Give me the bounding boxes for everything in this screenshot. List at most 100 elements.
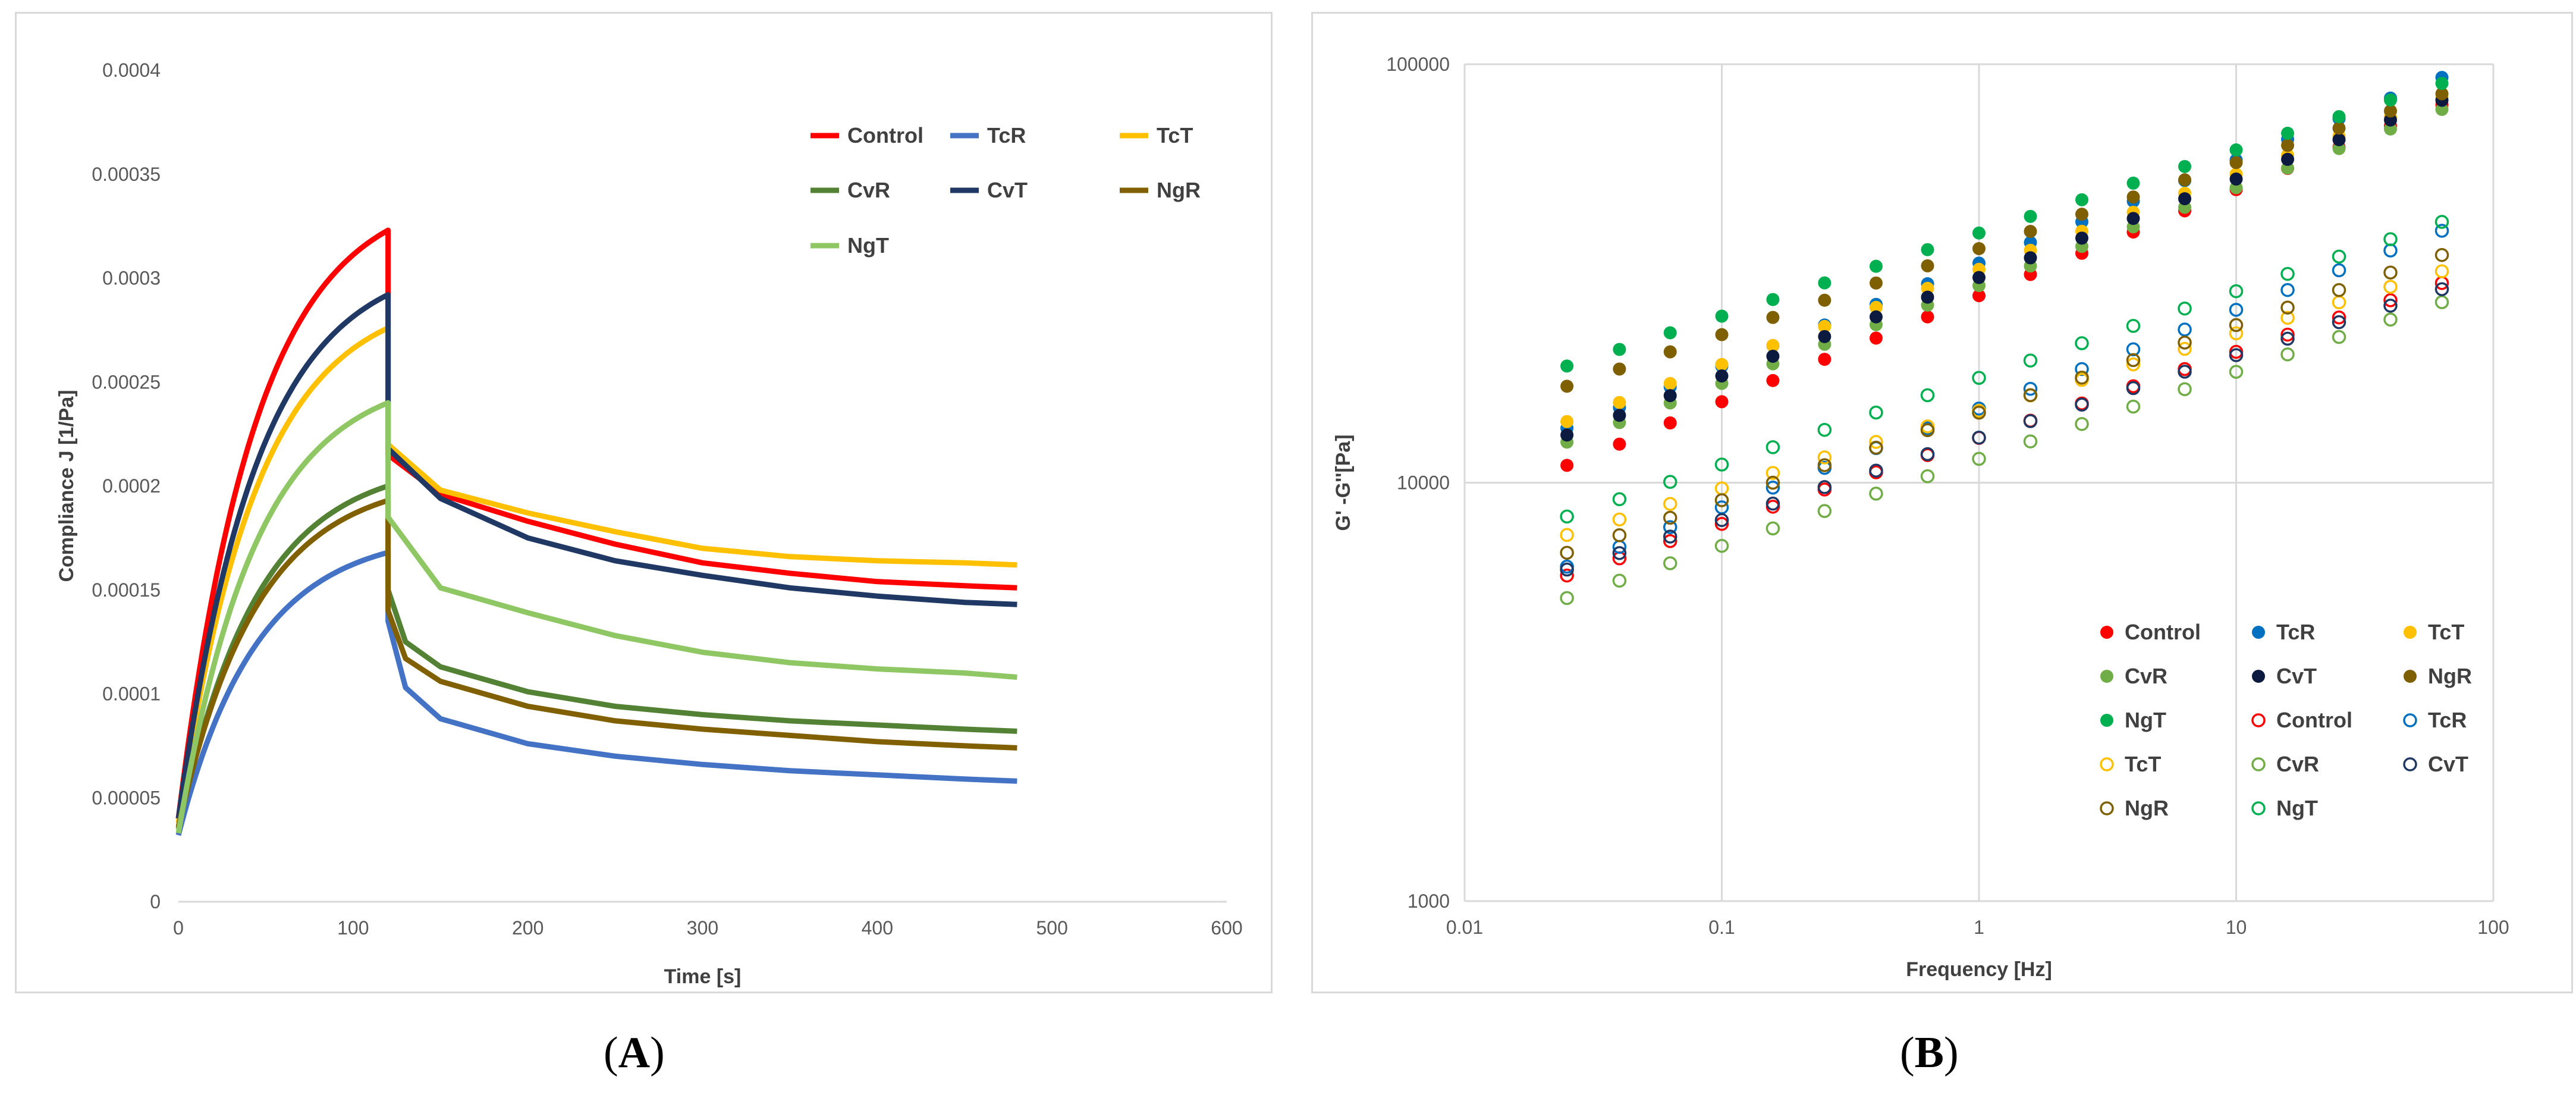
- data-point-hollow-tct: [2332, 295, 2346, 310]
- y-tick-label: 0.0002: [102, 475, 161, 497]
- legend-item-filled-cvt: CvT: [2252, 664, 2317, 688]
- data-point-filled-ngt: [1869, 259, 1883, 273]
- y-tick-label: 0.0001: [102, 683, 161, 705]
- legend-item-filled-control: Control: [2100, 620, 2201, 644]
- data-point-filled-tct: [1613, 396, 1626, 409]
- data-point-hollow-cvr: [2332, 330, 2346, 344]
- data-point-hollow-ngt: [1714, 457, 1729, 472]
- data-point-hollow-cvr: [1920, 469, 1935, 484]
- data-point-hollow-ngt: [1817, 422, 1832, 437]
- data-point-filled-cvt: [2281, 152, 2295, 166]
- data-point-hollow-ngt: [2178, 301, 2192, 316]
- data-point-hollow-cvt: [2023, 414, 2038, 428]
- data-point-hollow-cvr: [1560, 591, 1574, 606]
- data-point-filled-tct: [1818, 319, 1832, 333]
- data-point-filled-cvt: [2229, 172, 2243, 186]
- data-point-filled-ngt: [2383, 93, 2397, 107]
- data-point-hollow-cvr: [1869, 487, 1883, 501]
- data-point-hollow-tct: [1920, 419, 1935, 434]
- data-point-hollow-cvr: [1817, 504, 1832, 518]
- data-point-filled-ngt: [1560, 359, 1574, 373]
- legend-label-hollow-cvr: CvR: [2276, 752, 2319, 776]
- creep-compliance-chart: 0 0.00005 0.0001 0.00015 0.0002 0.00025 0.0003…: [55, 59, 1243, 988]
- data-point-hollow-cvt: [2383, 299, 2398, 313]
- data-point-filled-cvt: [1972, 271, 1986, 284]
- data-point-filled-ngt: [1818, 276, 1832, 290]
- data-point-filled-ngr: [1560, 379, 1574, 393]
- x-tick-label: 100: [337, 917, 369, 939]
- panel-a-caption: (A): [604, 1028, 665, 1077]
- data-point-hollow-tcr: [2383, 243, 2398, 258]
- data-point-filled-cvt: [2332, 133, 2346, 146]
- x-tick-label: 400: [862, 917, 893, 939]
- series-hollow-control: [1560, 276, 2449, 583]
- x-axis-title: Time [s]: [664, 965, 742, 988]
- data-point-hollow-cvt: [2229, 348, 2244, 362]
- legend-label-ngr: NgR: [1157, 178, 1201, 202]
- data-point-filled-control: [1869, 331, 1883, 345]
- series-filled-control: [1560, 98, 2449, 472]
- data-point-filled-ngt: [2126, 176, 2140, 190]
- series-hollow-tcr: [1560, 224, 2449, 574]
- legend-marker-filled-control: [2100, 626, 2113, 639]
- data-point-hollow-cvr: [2178, 382, 2192, 397]
- data-point-filled-cvr: [2435, 102, 2449, 116]
- series-line-ngr: [175, 498, 1017, 828]
- legend-item-filled-tcr: TcR: [2252, 620, 2315, 644]
- data-point-hollow-control: [1663, 534, 1677, 548]
- data-point-hollow-tcr: [1765, 481, 1780, 495]
- data-point-hollow-cvt: [2126, 381, 2141, 396]
- legend-item-hollow-ngt: NgT: [2251, 796, 2318, 820]
- data-point-hollow-control: [2332, 310, 2346, 325]
- legend-label-tct: TcT: [1157, 123, 1193, 148]
- series-line-cvt: [175, 292, 1017, 819]
- legend-label-hollow-control: Control: [2276, 708, 2352, 732]
- y-tick-label: 0.0003: [102, 268, 161, 289]
- legend-item-hollow-control: Control: [2251, 708, 2352, 732]
- data-point-filled-control: [1766, 374, 1780, 387]
- legend-marker-filled-ngt: [2100, 714, 2113, 727]
- data-point-hollow-cvt: [1920, 447, 1935, 462]
- data-point-filled-tct: [1766, 338, 1780, 352]
- data-point-filled-control: [1972, 289, 1986, 303]
- data-point-hollow-ngt: [1920, 388, 1935, 403]
- data-point-filled-ngt: [2281, 127, 2295, 140]
- data-point-hollow-control: [2383, 293, 2398, 308]
- data-point-hollow-cvt: [1612, 546, 1627, 560]
- data-point-hollow-cvr: [1612, 573, 1627, 588]
- legend-item-hollow-cvt: CvT: [2403, 752, 2468, 776]
- data-point-filled-cvt: [1715, 369, 1729, 383]
- data-point-filled-ngt: [1921, 243, 1934, 256]
- legend-marker-filled-ngr: [2404, 670, 2417, 683]
- legend-item-filled-ngt: NgT: [2100, 708, 2166, 732]
- legend-label-hollow-cvt: CvT: [2428, 752, 2468, 776]
- data-point-filled-cvt: [2024, 251, 2037, 265]
- series-line-tcr: [175, 550, 1017, 836]
- legend-label-filled-cvt: CvT: [2276, 664, 2317, 688]
- data-point-filled-control: [1560, 459, 1574, 472]
- data-point-filled-ngr: [2024, 225, 2037, 239]
- data-point-hollow-ngr: [1714, 493, 1729, 507]
- data-point-hollow-tct: [2126, 357, 2141, 372]
- series-hollow-cvr: [1560, 295, 2449, 606]
- data-point-hollow-tct: [1663, 497, 1677, 511]
- legend-item-filled-ngr: NgR: [2404, 664, 2472, 688]
- data-point-hollow-ngt: [2023, 353, 2038, 368]
- legend-label-hollow-tcr: TcR: [2428, 708, 2467, 732]
- data-point-hollow-cvr: [2280, 347, 2295, 362]
- series-filled-ngr: [1560, 87, 2449, 393]
- legend-item-filled-tct: TcT: [2404, 620, 2464, 644]
- data-point-hollow-ngt: [1560, 509, 1574, 524]
- data-point-hollow-cvr: [2434, 295, 2449, 309]
- data-point-filled-ngr: [1715, 328, 1729, 341]
- data-point-hollow-cvr: [1663, 556, 1677, 570]
- data-point-filled-control: [1715, 395, 1729, 409]
- legend-item-cvr: CvR: [811, 178, 890, 202]
- data-point-hollow-ngr: [2075, 371, 2089, 385]
- data-point-hollow-cvt: [1817, 480, 1832, 494]
- data-point-hollow-ngt: [2126, 319, 2141, 333]
- y-tick-label: 0.00015: [92, 579, 161, 601]
- data-point-hollow-ngr: [2178, 335, 2192, 350]
- y-tick-label: 0: [150, 891, 161, 912]
- data-point-hollow-ngr: [1972, 406, 1986, 420]
